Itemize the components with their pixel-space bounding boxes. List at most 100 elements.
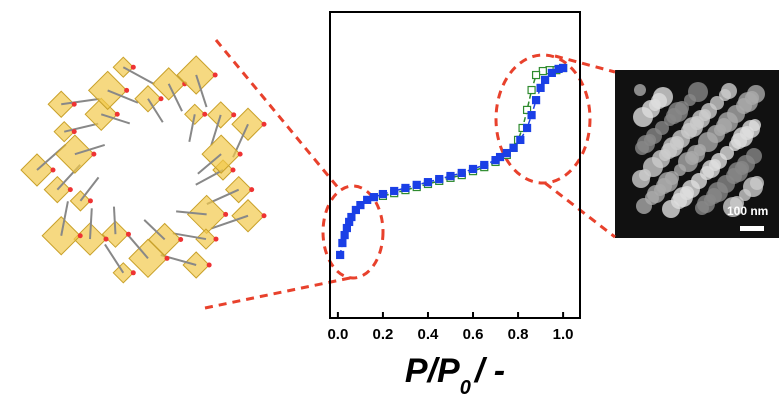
atom	[230, 167, 236, 173]
particle	[749, 119, 761, 131]
series-line	[382, 67, 564, 197]
linker	[79, 176, 100, 202]
point	[412, 180, 421, 189]
particle	[704, 194, 716, 206]
atom	[261, 213, 267, 219]
linker	[197, 153, 222, 175]
atom	[249, 187, 255, 193]
point	[363, 195, 372, 204]
atom	[50, 167, 56, 173]
x-label-rest: / -	[473, 352, 505, 390]
point	[502, 148, 511, 158]
particle	[739, 189, 751, 201]
particle	[634, 84, 646, 96]
linker	[172, 232, 207, 241]
x-tick-label: 0.0	[327, 326, 348, 343]
atom	[130, 64, 136, 70]
atom	[130, 270, 136, 276]
point	[457, 168, 466, 178]
linker	[188, 114, 196, 143]
point	[527, 85, 536, 95]
particle	[695, 201, 709, 215]
linker	[176, 210, 207, 216]
point	[538, 66, 547, 76]
particle	[673, 187, 693, 207]
x-tick-label: 0.6	[463, 326, 484, 343]
particle	[730, 196, 744, 210]
point	[423, 178, 433, 187]
linker	[107, 89, 139, 104]
particle	[702, 160, 720, 178]
particle	[637, 135, 655, 153]
point	[401, 183, 410, 193]
linker	[210, 214, 249, 230]
point	[435, 174, 444, 184]
linker	[210, 114, 222, 146]
atom	[114, 111, 120, 117]
particle	[633, 107, 653, 127]
particle	[647, 185, 665, 203]
atom	[158, 96, 164, 102]
point	[351, 205, 361, 215]
atom	[124, 87, 130, 93]
point	[369, 193, 379, 202]
particle	[683, 117, 703, 137]
x-tick-label: 1.0	[553, 326, 574, 343]
particle	[731, 133, 747, 149]
linker	[195, 169, 224, 186]
point	[509, 143, 518, 152]
linker	[74, 144, 106, 156]
atom	[206, 262, 212, 268]
scale-bar-label: 100 nm	[727, 204, 768, 218]
point	[536, 83, 545, 92]
point	[547, 68, 556, 77]
particle	[750, 176, 764, 190]
particle	[684, 94, 696, 106]
linker	[61, 97, 100, 106]
particle	[674, 164, 686, 176]
point	[527, 111, 536, 120]
atom	[87, 198, 93, 204]
particle	[659, 149, 671, 161]
point	[347, 212, 356, 222]
linker	[147, 98, 164, 123]
particle	[636, 198, 652, 214]
particle	[738, 92, 758, 112]
x-axis-label: P/P0/ -	[405, 352, 505, 399]
point	[559, 63, 568, 73]
linker	[60, 201, 69, 236]
atom	[77, 233, 83, 239]
point	[480, 160, 489, 170]
polyhedron	[101, 220, 130, 248]
point	[340, 230, 349, 240]
particle	[721, 83, 737, 99]
atom	[213, 236, 219, 242]
point	[338, 238, 347, 248]
x-label-sub: 0	[460, 377, 471, 399]
point	[495, 152, 505, 162]
particle	[649, 99, 661, 111]
particle	[714, 124, 726, 136]
sem-image: 100 nm	[615, 70, 779, 238]
point	[446, 171, 455, 181]
point	[531, 96, 541, 105]
point	[540, 75, 550, 85]
linker	[89, 208, 93, 240]
point	[336, 250, 345, 260]
structure-illustration	[20, 55, 267, 284]
point	[390, 186, 399, 196]
atom	[261, 121, 267, 127]
particle	[685, 151, 699, 165]
atom	[103, 236, 109, 242]
point	[468, 164, 478, 174]
linker	[127, 234, 149, 260]
x-tick-label: 0.2	[372, 326, 393, 343]
atom	[237, 151, 243, 157]
callouts	[204, 39, 616, 310]
atom	[125, 231, 131, 237]
atom	[202, 111, 208, 117]
point	[516, 135, 525, 145]
linker	[112, 206, 117, 235]
linker	[104, 243, 125, 274]
